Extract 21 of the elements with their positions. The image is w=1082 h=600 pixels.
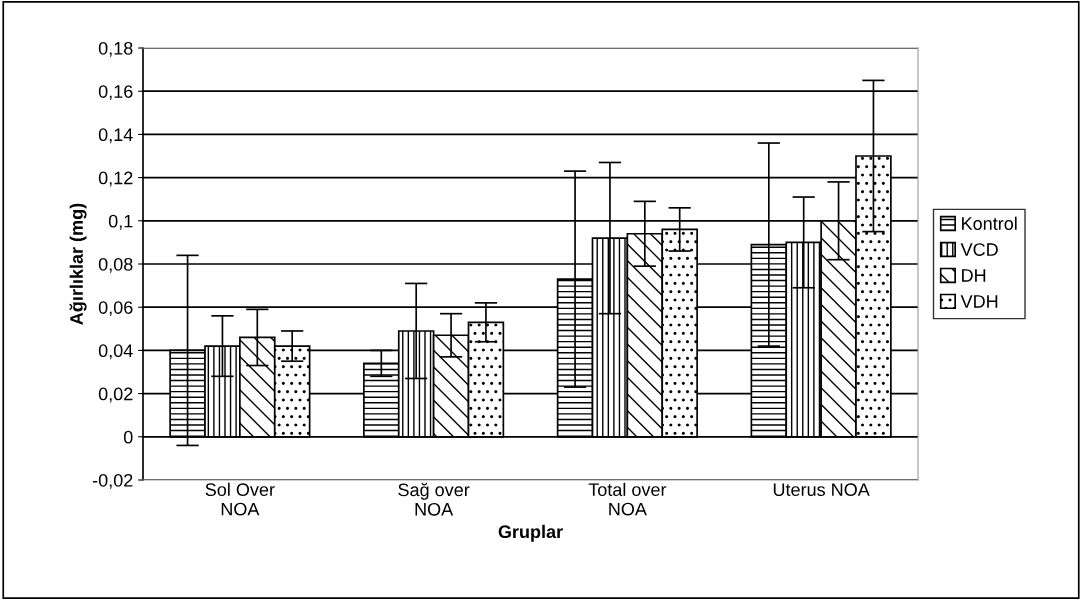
legend-label: VDH [960, 295, 998, 308]
y-tick-label: 0,14 [98, 128, 133, 144]
x-axis-title: Gruplar [498, 524, 563, 542]
y-tick-label: -0,02 [92, 473, 133, 489]
x-tick-label: Total over NOA [588, 482, 667, 516]
y-tick-label: 0 [123, 430, 133, 444]
x-tick-label: Uterus NOA [773, 483, 870, 497]
x-tick-label: Sağ over NOA [398, 482, 470, 516]
y-tick-label: 0,02 [98, 387, 133, 403]
y-tick-label: 0,1 [108, 214, 133, 230]
y-tick-label: 0,16 [98, 85, 133, 101]
legend-label: Kontrol [962, 216, 1017, 230]
legend-label: DH [962, 269, 986, 282]
y-tick-label: 0,18 [98, 41, 133, 57]
y-tick-label: 0,06 [98, 301, 133, 317]
y-axis-title: Ağırlıklar (mg) [69, 203, 87, 325]
y-tick-label: 0,04 [98, 344, 133, 360]
y-tick-label: 0,08 [98, 257, 133, 273]
legend-label: VCD [960, 243, 998, 256]
y-tick-label: 0,12 [98, 171, 133, 187]
x-tick-label: Sol Over NOA [205, 482, 275, 516]
